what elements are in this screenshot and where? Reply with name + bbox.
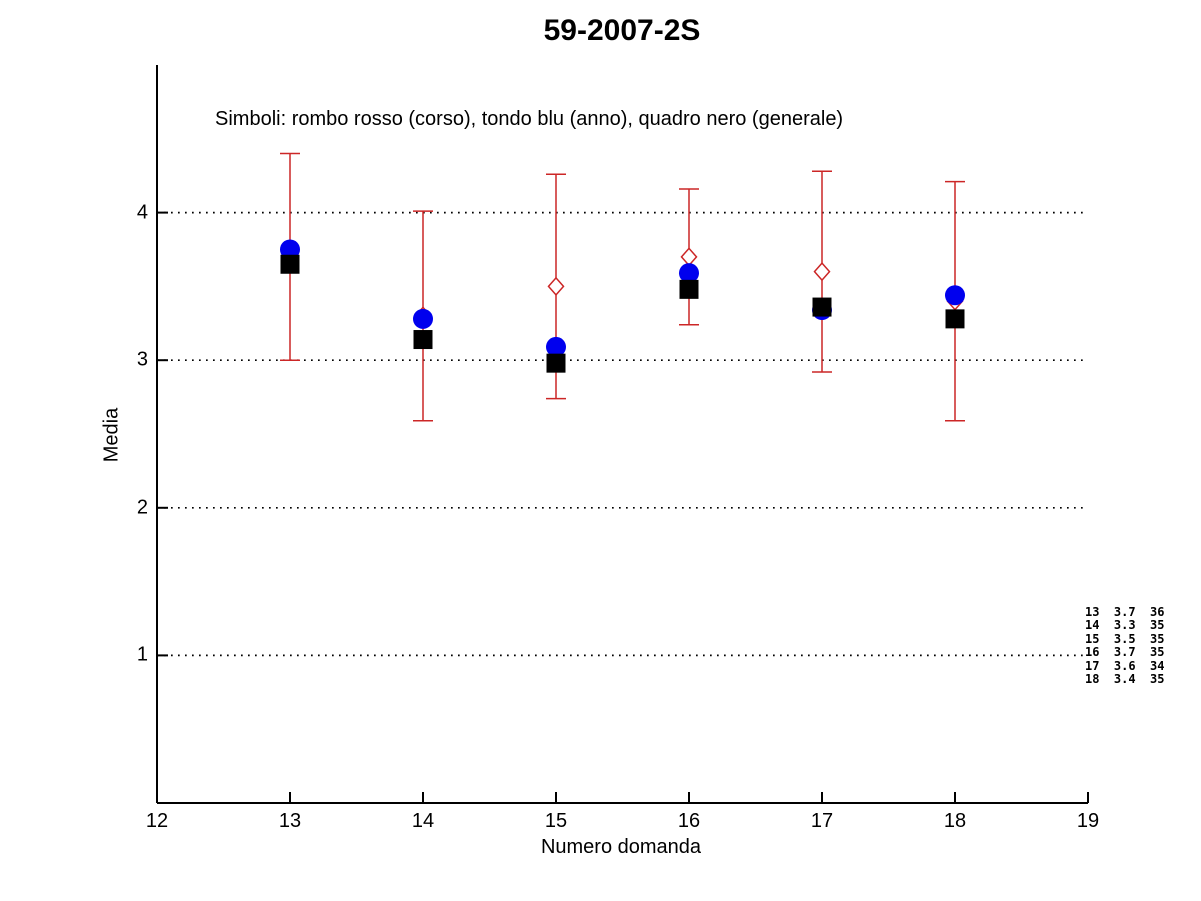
chart-title: 59-2007-2S (543, 14, 701, 47)
side-table-row: 14 3.3 35 (1085, 618, 1165, 633)
diamond-marker-corso (680, 247, 698, 267)
diamond-marker-corso (813, 262, 831, 282)
y-axis-label: Media (100, 407, 123, 463)
square-marker-generale (945, 309, 965, 329)
x-tick-label-16: 16 (677, 810, 701, 832)
side-table-row: 15 3.5 35 (1085, 631, 1165, 646)
square-marker-generale (546, 353, 566, 373)
x-tick-label-13: 13 (278, 810, 302, 832)
x-tick-label-15: 15 (544, 810, 568, 832)
square-marker-generale (413, 330, 433, 350)
x-axis-label: Numero domanda (540, 836, 702, 858)
side-table-row: 17 3.6 34 (1085, 658, 1165, 673)
diamond-marker-corso (547, 276, 565, 297)
x-tick-label-18: 18 (943, 810, 967, 832)
legend-note: Simboli: rombo rosso (corso), tondo blu … (215, 108, 844, 130)
square-marker-generale (679, 279, 699, 299)
circle-marker-anno (945, 285, 965, 306)
square-marker-generale (280, 254, 300, 274)
x-tick-label-17: 17 (810, 810, 834, 832)
side-table-row: 16 3.7 35 (1085, 645, 1165, 660)
side-table-row: 13 3.7 36 (1085, 605, 1165, 619)
side-data-table: 13 3.7 36 14 3.3 35 15 3.5 35 16 3.7 35 17 3… (1085, 605, 1165, 687)
x-tick-label-19: 19 (1076, 810, 1100, 832)
x-tick-label-14: 14 (411, 810, 435, 832)
x-tick-label-12: 12 (145, 810, 169, 832)
y-tick-label-1: 1 (136, 643, 148, 666)
circle-marker-anno (679, 263, 699, 284)
circle-marker-anno (413, 308, 433, 329)
side-table-row: 18 3.4 35 (1085, 672, 1165, 687)
y-tick-label-4: 4 (136, 201, 148, 224)
y-tick-label-2: 2 (136, 496, 148, 519)
circle-marker-anno (280, 239, 300, 260)
square-marker-generale (812, 297, 832, 317)
y-tick-label-3: 3 (136, 348, 148, 371)
circle-marker-anno (546, 336, 566, 357)
